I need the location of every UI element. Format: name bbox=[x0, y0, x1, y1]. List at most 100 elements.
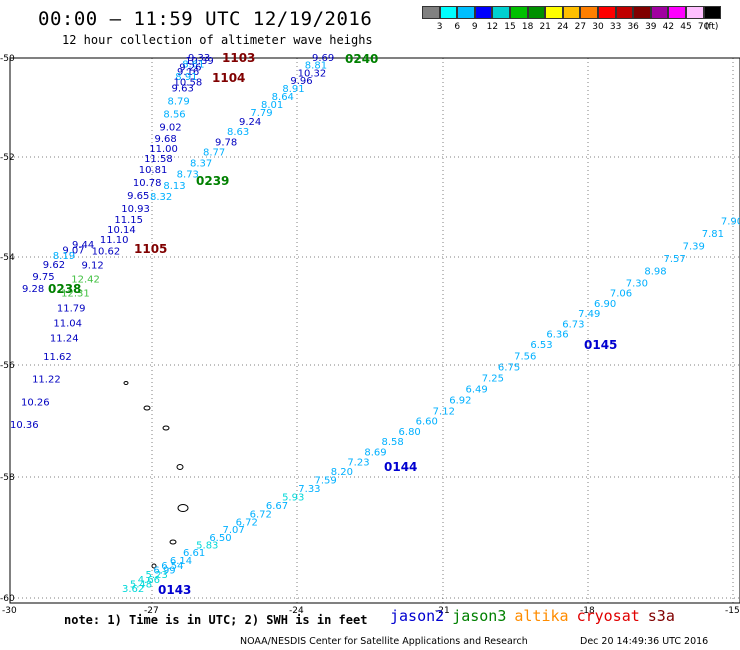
island-outline bbox=[162, 425, 170, 431]
track-value-jason3: 8.91 bbox=[282, 84, 304, 95]
track-value-jason2: 6.99 bbox=[153, 566, 175, 577]
legend-label: 36 bbox=[627, 22, 639, 32]
island-outline bbox=[143, 405, 151, 411]
track-id-label: 0240 bbox=[345, 52, 378, 66]
track-value-jason2: 7.25 bbox=[482, 373, 504, 384]
page-title: 00:00 – 11:59 UTC 12/19/2016 bbox=[38, 8, 373, 30]
track-value-jason3: 8.73 bbox=[177, 170, 199, 181]
track-value-jason3: 9.62 bbox=[43, 260, 65, 271]
track-value-s3a: 9.65 bbox=[127, 191, 149, 202]
track-value-s3a: 10.58 bbox=[174, 77, 203, 88]
track-value-jason3: 9.78 bbox=[215, 137, 237, 148]
track-value-s3a: 9.16 bbox=[177, 67, 199, 78]
legend-label: 70 bbox=[697, 22, 710, 32]
track-value-jason2: 7.33 bbox=[298, 484, 320, 495]
track-value-jason2: 6.72 bbox=[250, 510, 272, 521]
map-grid bbox=[9, 57, 740, 603]
track-value-s3a: 11.79 bbox=[57, 303, 86, 314]
track-value-jason2: 4.66 bbox=[138, 575, 160, 586]
island-outline bbox=[169, 539, 177, 545]
legend-swatch bbox=[545, 6, 563, 19]
track-value-jason3: 8.32 bbox=[150, 192, 172, 203]
legend-swatch bbox=[492, 6, 510, 19]
track-value-jason2: 7.57 bbox=[664, 254, 686, 265]
track-value-jason3: 7.79 bbox=[250, 108, 272, 119]
track-value-s3a: 10.78 bbox=[133, 178, 162, 189]
track-value-jason2: 7.59 bbox=[315, 475, 337, 486]
track-value-jason2: 7.07 bbox=[222, 525, 244, 536]
track-value-s3a: 9.33 bbox=[188, 53, 210, 64]
track-value-s3a: 11.04 bbox=[53, 319, 82, 330]
legend-label: 27 bbox=[574, 22, 587, 32]
legend-swatch bbox=[527, 6, 546, 19]
track-value-jason2: 7.06 bbox=[610, 289, 632, 300]
track-value-jason2: 6.54 bbox=[161, 561, 183, 572]
legend-swatch bbox=[597, 6, 616, 19]
track-value-jason3: 8.63 bbox=[227, 127, 249, 138]
legend-swatch bbox=[668, 6, 686, 19]
satellite-label: altika bbox=[514, 607, 569, 625]
track-value-jason2: 7.81 bbox=[702, 229, 724, 240]
track-value-s3a: 9.02 bbox=[159, 123, 181, 134]
track-value-s3a: 11.24 bbox=[50, 334, 79, 345]
track-id-label: 1104 bbox=[212, 71, 245, 85]
track-value-jason3: 8.01 bbox=[261, 100, 283, 111]
track-value-jason3: 8.81 bbox=[305, 61, 327, 72]
legend-swatch bbox=[474, 6, 493, 19]
track-value-jason3: 8.37 bbox=[190, 158, 212, 169]
track-value-s3a: 10.36 bbox=[10, 420, 39, 431]
island-outline bbox=[176, 464, 184, 470]
legend-label: 33 bbox=[609, 22, 622, 32]
track-value-jason2: 6.73 bbox=[562, 319, 584, 330]
lon-label: -27 bbox=[144, 606, 159, 616]
footer-note: note: 1) Time is in UTC; 2) SWH is in fe… bbox=[64, 613, 368, 627]
track-value-s3a: 10.26 bbox=[21, 397, 50, 408]
satellite-label: cryosat bbox=[576, 607, 640, 625]
track-value-jason2: 6.61 bbox=[183, 548, 205, 559]
lat-label: -52 bbox=[0, 153, 15, 163]
island-outline bbox=[123, 381, 129, 385]
lat-label: -50 bbox=[0, 54, 15, 64]
track-value-jason3: 10.32 bbox=[298, 68, 327, 79]
legend-swatch bbox=[633, 6, 651, 19]
track-value-jason2: 8.98 bbox=[644, 266, 666, 277]
track-value-jason2: 6.90 bbox=[594, 299, 616, 310]
legend-label: 3 bbox=[436, 22, 443, 32]
track-value-jason2: 7.49 bbox=[578, 309, 600, 320]
legend-label: 15 bbox=[504, 22, 516, 32]
track-value-s3a: 12.31 bbox=[61, 288, 90, 299]
track-value-jason2: 7.30 bbox=[626, 278, 648, 289]
lat-label: -58 bbox=[0, 473, 15, 483]
track-value-s3a: 9.12 bbox=[81, 261, 103, 272]
track-value-jason3: 9.96 bbox=[290, 76, 312, 87]
track-value-s3a: 9.63 bbox=[172, 83, 194, 94]
track-id-label: 0239 bbox=[196, 174, 229, 188]
track-value-s3a: 9.26 bbox=[179, 63, 201, 74]
track-value-s3a: 10.39 bbox=[185, 56, 214, 67]
track-id-label: 0145 bbox=[584, 338, 617, 352]
track-value-s3a: 11.22 bbox=[32, 375, 61, 386]
satellite-label: s3a bbox=[647, 607, 675, 625]
track-value-s3a: 12.42 bbox=[71, 275, 100, 286]
legend-swatch bbox=[562, 6, 581, 19]
track-id-label: 1103 bbox=[222, 51, 255, 65]
legend-label: 39 bbox=[645, 22, 657, 32]
legend-label: 30 bbox=[592, 22, 604, 32]
legend-label: (ft) bbox=[704, 22, 719, 32]
track-value-s3a: 11.58 bbox=[144, 154, 173, 165]
track-value-jason2: 5.83 bbox=[196, 541, 218, 552]
track-value-jason2: 5.93 bbox=[282, 492, 304, 503]
track-value-s3a: 10.93 bbox=[121, 204, 150, 215]
track-value-jason3: 8.64 bbox=[272, 92, 294, 103]
track-id-label: 0144 bbox=[384, 460, 417, 474]
satellite-legend: jason2 jason3 altika cryosat s3a bbox=[390, 607, 683, 625]
track-value-s3a: 8.61 bbox=[182, 59, 204, 70]
lon-label: -21 bbox=[435, 606, 450, 616]
track-id-label: 1105 bbox=[134, 242, 167, 256]
track-value-jason2: 7.23 bbox=[347, 458, 369, 469]
credit-text: NOAA/NESDIS Center for Satellite Applica… bbox=[240, 636, 528, 647]
track-value-jason2: 7.56 bbox=[514, 351, 536, 362]
generated-timestamp: Dec 20 14:49:36 UTC 2016 bbox=[580, 636, 709, 647]
legend-swatch bbox=[703, 6, 722, 19]
